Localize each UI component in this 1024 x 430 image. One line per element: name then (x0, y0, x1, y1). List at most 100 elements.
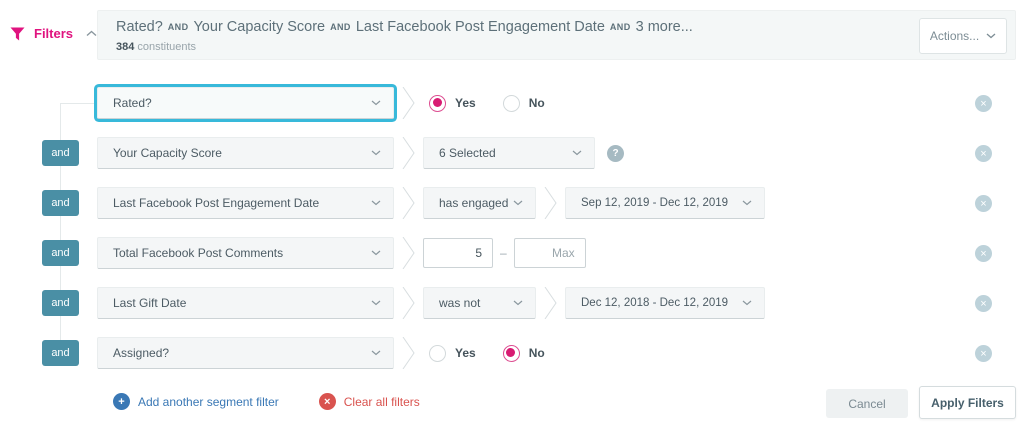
radio-no-selected[interactable] (502, 344, 520, 362)
row-connector-chevron (402, 287, 415, 319)
remove-filter-icon[interactable]: × (975, 345, 992, 362)
remove-filter-icon[interactable]: × (975, 245, 992, 262)
value-dropdown-label: 6 Selected (439, 146, 496, 160)
connector-vertical-line (60, 103, 61, 353)
add-segment-filter-link[interactable]: + Add another segment filter (113, 393, 279, 410)
row-connector-chevron (402, 87, 415, 119)
summary-part-3: Last Facebook Post Engagement Date (355, 19, 605, 35)
radio-yes[interactable] (429, 344, 446, 362)
value-dropdown-selected-count[interactable]: 6 Selected (423, 137, 595, 169)
filter-funnel-icon (10, 27, 25, 41)
remove-filter-icon[interactable]: × (975, 195, 992, 212)
clear-all-filters-label: Clear all filters (343, 394, 420, 409)
chevron-down-icon (986, 33, 996, 39)
plus-circle-icon: + (113, 393, 130, 410)
chevron-down-icon (371, 250, 381, 256)
field-dropdown-label: Rated? (113, 96, 152, 110)
chevron-down-icon (371, 100, 381, 106)
date-range-label: Dec 12, 2018 - Dec 12, 2019 (581, 297, 729, 309)
field-dropdown-label: Last Facebook Post Engagement Date (113, 196, 320, 210)
rated-radio-group: Yes No (429, 94, 572, 112)
add-segment-filter-label: Add another segment filter (138, 394, 279, 409)
row-connector-chevron (544, 187, 557, 219)
summary-part-1: Rated? (116, 19, 163, 35)
remove-filter-icon[interactable]: × (975, 95, 992, 112)
filters-toggle[interactable]: Filters (10, 26, 97, 41)
radio-no-label: No (528, 96, 545, 110)
chevron-down-icon (513, 200, 523, 206)
date-range-dropdown[interactable]: Dec 12, 2018 - Dec 12, 2019 (565, 287, 765, 319)
chevron-up-icon[interactable] (86, 30, 97, 37)
field-dropdown-rated[interactable]: Rated? (97, 87, 394, 119)
row-connector-chevron (544, 287, 557, 319)
x-circle-icon: × (318, 393, 336, 410)
chevron-down-icon (742, 200, 752, 206)
filter-row-assigned: Assigned? Yes No (97, 337, 572, 369)
filter-row-fb-comments: Total Facebook Post Comments – (97, 237, 586, 269)
summary-part-2: Your Capacity Score (193, 19, 326, 35)
range-dash: – (500, 246, 507, 260)
date-range-dropdown[interactable]: Sep 12, 2019 - Dec 12, 2019 (565, 187, 765, 219)
field-dropdown-label: Total Facebook Post Comments (113, 246, 284, 260)
and-badge: and (42, 140, 79, 166)
cancel-button[interactable]: Cancel (826, 389, 908, 418)
row-connector-chevron (402, 187, 415, 219)
chevron-down-icon (742, 300, 752, 306)
remove-filter-icon[interactable]: × (975, 295, 992, 312)
filter-row-last-gift-date: Last Gift Date was not Dec 12, 2018 - De… (97, 287, 765, 319)
operator-dropdown-has-engaged[interactable]: has engaged (423, 187, 536, 219)
connector-elbow-line (60, 103, 97, 104)
and-badge: and (42, 290, 79, 316)
row-connector-chevron (402, 337, 415, 369)
field-dropdown-label: Last Gift Date (113, 296, 187, 310)
filter-row-rated: Rated? Yes No (97, 87, 572, 119)
operator-dropdown-label: has engaged (439, 196, 509, 210)
row-connector-chevron (402, 137, 415, 169)
and-separator: AND (609, 21, 631, 32)
filter-summary-panel: Rated? AND Your Capacity Score AND Last Face… (97, 10, 1016, 60)
and-separator: AND (167, 21, 189, 32)
operator-dropdown-label: was not (439, 296, 481, 310)
radio-no-label: No (528, 346, 545, 360)
min-value-input[interactable] (423, 238, 493, 268)
field-dropdown-capacity-score[interactable]: Your Capacity Score (97, 137, 394, 169)
filter-summary-title: Rated? AND Your Capacity Score AND Last Face… (116, 19, 693, 35)
filter-row-fb-engagement-date: Last Facebook Post Engagement Date has e… (97, 187, 765, 219)
operator-dropdown-was-not[interactable]: was not (423, 287, 536, 319)
row-connector-chevron (402, 237, 415, 269)
constituent-count: 384 constituents (116, 41, 196, 53)
actions-button[interactable]: Actions... (919, 18, 1007, 54)
and-badge: and (42, 190, 79, 216)
actions-button-label: Actions... (929, 29, 980, 43)
radio-yes-label: Yes (455, 346, 476, 360)
field-dropdown-last-gift-date[interactable]: Last Gift Date (97, 287, 394, 319)
field-dropdown-fb-engagement-date[interactable]: Last Facebook Post Engagement Date (97, 187, 394, 219)
chevron-down-icon (371, 200, 381, 206)
field-dropdown-assigned[interactable]: Assigned? (97, 337, 394, 369)
apply-filters-button[interactable]: Apply Filters (919, 386, 1016, 419)
chevron-down-icon (371, 350, 381, 356)
radio-yes-selected[interactable] (429, 94, 446, 112)
chevron-down-icon (371, 300, 381, 306)
filter-row-capacity-score: Your Capacity Score 6 Selected ? (97, 137, 624, 169)
constituent-count-label: constituents (137, 41, 197, 53)
and-separator: AND (330, 21, 351, 32)
help-icon[interactable]: ? (607, 144, 624, 162)
and-badge: and (42, 240, 79, 266)
radio-no[interactable] (502, 94, 520, 112)
clear-all-filters-link[interactable]: × Clear all filters (318, 393, 420, 410)
field-dropdown-label: Your Capacity Score (113, 146, 222, 160)
assigned-radio-group: Yes No (429, 344, 572, 362)
date-range-label: Sep 12, 2019 - Dec 12, 2019 (581, 197, 729, 209)
field-dropdown-label: Assigned? (113, 346, 170, 360)
max-value-input[interactable] (513, 238, 586, 268)
chevron-down-icon (371, 150, 381, 156)
filters-label: Filters (34, 26, 74, 41)
remove-filter-icon[interactable]: × (975, 145, 992, 162)
field-dropdown-fb-comments[interactable]: Total Facebook Post Comments (97, 237, 394, 269)
footer-links: + Add another segment filter × Clear all… (113, 393, 420, 410)
radio-yes-label: Yes (455, 96, 476, 110)
and-badge: and (42, 340, 79, 366)
constituent-count-number: 384 (116, 41, 135, 53)
